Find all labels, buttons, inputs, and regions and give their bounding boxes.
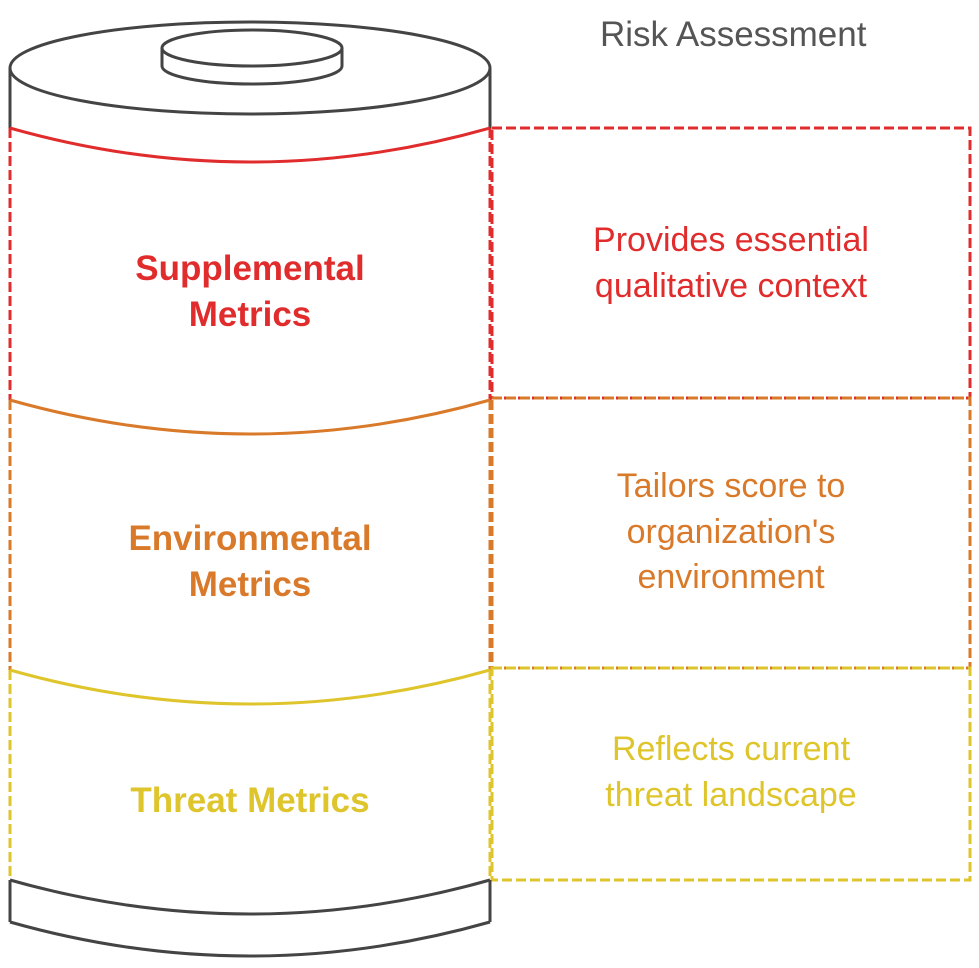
environmental-description-line-3: environment — [637, 558, 825, 597]
environmental-description: Tailors score to organization's environm… — [492, 464, 970, 601]
threat-label: Threat Metrics — [10, 778, 490, 824]
supplemental-description: Provides essential qualitative context — [492, 218, 970, 309]
supplemental-label-line-1: Supplemental — [135, 249, 365, 288]
environmental-label: Environmental Metrics — [10, 516, 490, 607]
threat-description-box — [490, 666, 972, 882]
threat-description: Reflects current threat landscape — [492, 727, 970, 818]
environmental-description-line-1: Tailors score to — [616, 467, 846, 505]
supplemental-label-line-2: Metrics — [188, 294, 312, 334]
threat-description-line-1: Reflects current — [611, 730, 851, 768]
environmental-description-line-2: organization's — [626, 512, 836, 551]
cylinder-cap-top — [160, 28, 344, 68]
threat-label-line-1: Threat Metrics — [130, 781, 370, 820]
threat-band — [8, 666, 972, 882]
threat-description-line-2: threat landscape — [605, 775, 857, 814]
cylinder-body — [10, 68, 490, 955]
environmental-label-line-1: Environmental — [128, 519, 372, 558]
cylinder-bottom — [8, 878, 492, 958]
diagram-title: Risk Assessment — [600, 15, 867, 54]
environmental-label-line-2: Metrics — [188, 564, 312, 604]
supplemental-label: Supplemental Metrics — [10, 246, 490, 337]
supplemental-description-line-2: qualitative context — [594, 266, 868, 305]
supplemental-description-line-1: Provides essential — [593, 221, 869, 259]
